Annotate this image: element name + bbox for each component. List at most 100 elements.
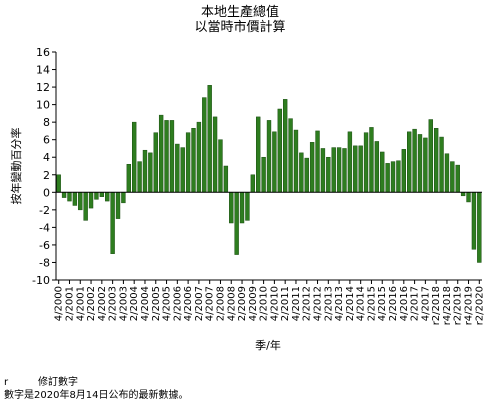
revision-note: r 修訂數字 <box>4 373 78 388</box>
bar-3/2014 <box>353 145 358 193</box>
y-tick-label: 12 <box>36 81 50 94</box>
bar-4/2014 <box>358 145 363 193</box>
bar-2/2003 <box>110 192 115 254</box>
bar-4/2015 <box>380 151 385 193</box>
bar-4/2019 <box>466 192 471 203</box>
y-tick-label: -10 <box>32 274 50 287</box>
bar-3/2005 <box>158 114 164 193</box>
bar-4/2004 <box>142 149 148 193</box>
bar-1/2006 <box>169 120 175 193</box>
x-tick-label: 4/2016 <box>399 286 410 321</box>
y-tick-label: 14 <box>36 64 50 77</box>
x-tick-label: 2/2006 <box>172 286 183 321</box>
bar-2/2001 <box>67 192 72 202</box>
chart-title: 本地生產總值 <box>201 4 279 20</box>
bar-1/2009 <box>234 192 239 255</box>
x-tick-label: 4/2010 <box>269 286 280 321</box>
bar-4/2009 <box>250 174 256 193</box>
bar-2/2014 <box>347 131 353 193</box>
bar-1/2008 <box>212 116 218 193</box>
bar-3/2007 <box>202 97 207 193</box>
bar-1/2004 <box>126 163 131 193</box>
bar-1/2016 <box>385 163 390 193</box>
bar-3/2017 <box>417 134 423 193</box>
x-tick-label: r4/2019 <box>464 286 475 325</box>
x-tick-label: 4/2013 <box>334 286 345 321</box>
x-tick-label: 4/2015 <box>377 286 388 321</box>
bar-2/2002 <box>88 192 94 209</box>
bar-3/2015 <box>374 141 380 193</box>
y-axis-label: 按年變動百分率 <box>9 128 23 205</box>
bar-2/2004 <box>131 121 137 193</box>
x-tick-label: 2/2002 <box>86 286 97 321</box>
bar-2/2017 <box>412 128 417 193</box>
x-axis-label: 季/年 <box>255 338 281 352</box>
gdp-bar-chart: 本地生產總值 以當時市價計算 -10-8-6-4-20246810121416 … <box>9 4 485 352</box>
x-tick-label: 2/2014 <box>345 286 356 321</box>
bar-4/2013 <box>336 147 342 193</box>
bar-1/2014 <box>342 148 347 193</box>
x-tick-label: 2/2010 <box>259 286 270 321</box>
bar-4/2017 <box>423 137 428 193</box>
x-tick-label: 2/2016 <box>388 286 399 321</box>
bar-2/2006 <box>175 143 180 193</box>
revision-key: r <box>4 377 9 388</box>
x-tick-label: 2/2007 <box>194 286 205 321</box>
bar-1/2012 <box>299 152 304 193</box>
x-tick-label: 2/2017 <box>410 286 421 321</box>
bar-4/2016 <box>401 149 407 193</box>
x-tick-label: 4/2007 <box>205 286 216 321</box>
bar-1/2017 <box>407 131 412 193</box>
y-tick-label: 4 <box>43 151 50 164</box>
axes <box>55 52 482 281</box>
x-tick-label: 2/2004 <box>129 286 140 321</box>
x-tick-label: 2/2009 <box>237 286 248 321</box>
chart-subtitle: 以當時市價計算 <box>194 19 285 35</box>
bar-1/2019 <box>450 161 455 193</box>
y-tick-label: -2 <box>39 204 50 217</box>
bar-3/2019 <box>460 192 466 197</box>
bar-3/2002 <box>94 192 99 200</box>
y-tick-label: 16 <box>36 46 50 59</box>
x-tick-label: 4/2005 <box>162 286 173 321</box>
bar-3/2009 <box>245 192 250 221</box>
release-note: 數字是2020年8月14日公布的最新數據。 <box>4 390 189 401</box>
bar-2/2005 <box>153 132 158 193</box>
y-tick-label: 10 <box>36 99 50 112</box>
bar-4/2000 <box>56 174 61 193</box>
x-tick-label: 2/2003 <box>108 286 119 321</box>
x-tick-label: 4/2009 <box>248 286 259 321</box>
bar-2/2009 <box>239 192 245 224</box>
x-tick-label: 2/2013 <box>323 286 334 321</box>
bar-3/2001 <box>72 192 78 206</box>
bar-2/2010 <box>261 156 266 193</box>
x-tick-label: 4/2006 <box>183 286 194 321</box>
bar-1/2011 <box>277 108 282 193</box>
y-tick-label: -8 <box>39 256 50 269</box>
bar-1/2020 <box>471 192 477 250</box>
x-tick-label: 2/2015 <box>366 286 377 321</box>
x-axis-ticks: 4/2000 2/2001 4/2001 2/2002 4/2002 2/2003 4/20… <box>54 280 485 325</box>
bar-1/2001 <box>61 192 67 198</box>
x-tick-label: 4/2002 <box>97 286 108 321</box>
x-tick-label: 4/2017 <box>420 286 431 321</box>
bar-4/2005 <box>164 120 169 193</box>
x-tick-label: 4/2008 <box>226 286 237 321</box>
x-tick-label: r4/2018 <box>442 286 453 325</box>
bar-2/2013 <box>326 156 331 193</box>
bar-1/2007 <box>191 128 196 193</box>
bar-3/2013 <box>331 147 336 193</box>
bar-3/2008 <box>223 165 229 193</box>
revision-text: 修訂數字 <box>38 377 78 388</box>
bar-4/2003 <box>121 192 126 204</box>
bar-2/2019 <box>455 164 460 193</box>
bar-3/2018 <box>439 136 444 193</box>
x-tick-label: 4/2011 <box>291 286 302 321</box>
bar-2/2020 <box>477 192 482 263</box>
bar-4/2007 <box>207 85 212 193</box>
x-tick-label: 4/2003 <box>118 286 129 321</box>
x-tick-label: 2/2005 <box>151 286 162 321</box>
y-tick-label: 6 <box>43 134 50 147</box>
bar-4/2018 <box>444 153 450 193</box>
bar-1/2018 <box>428 119 433 193</box>
